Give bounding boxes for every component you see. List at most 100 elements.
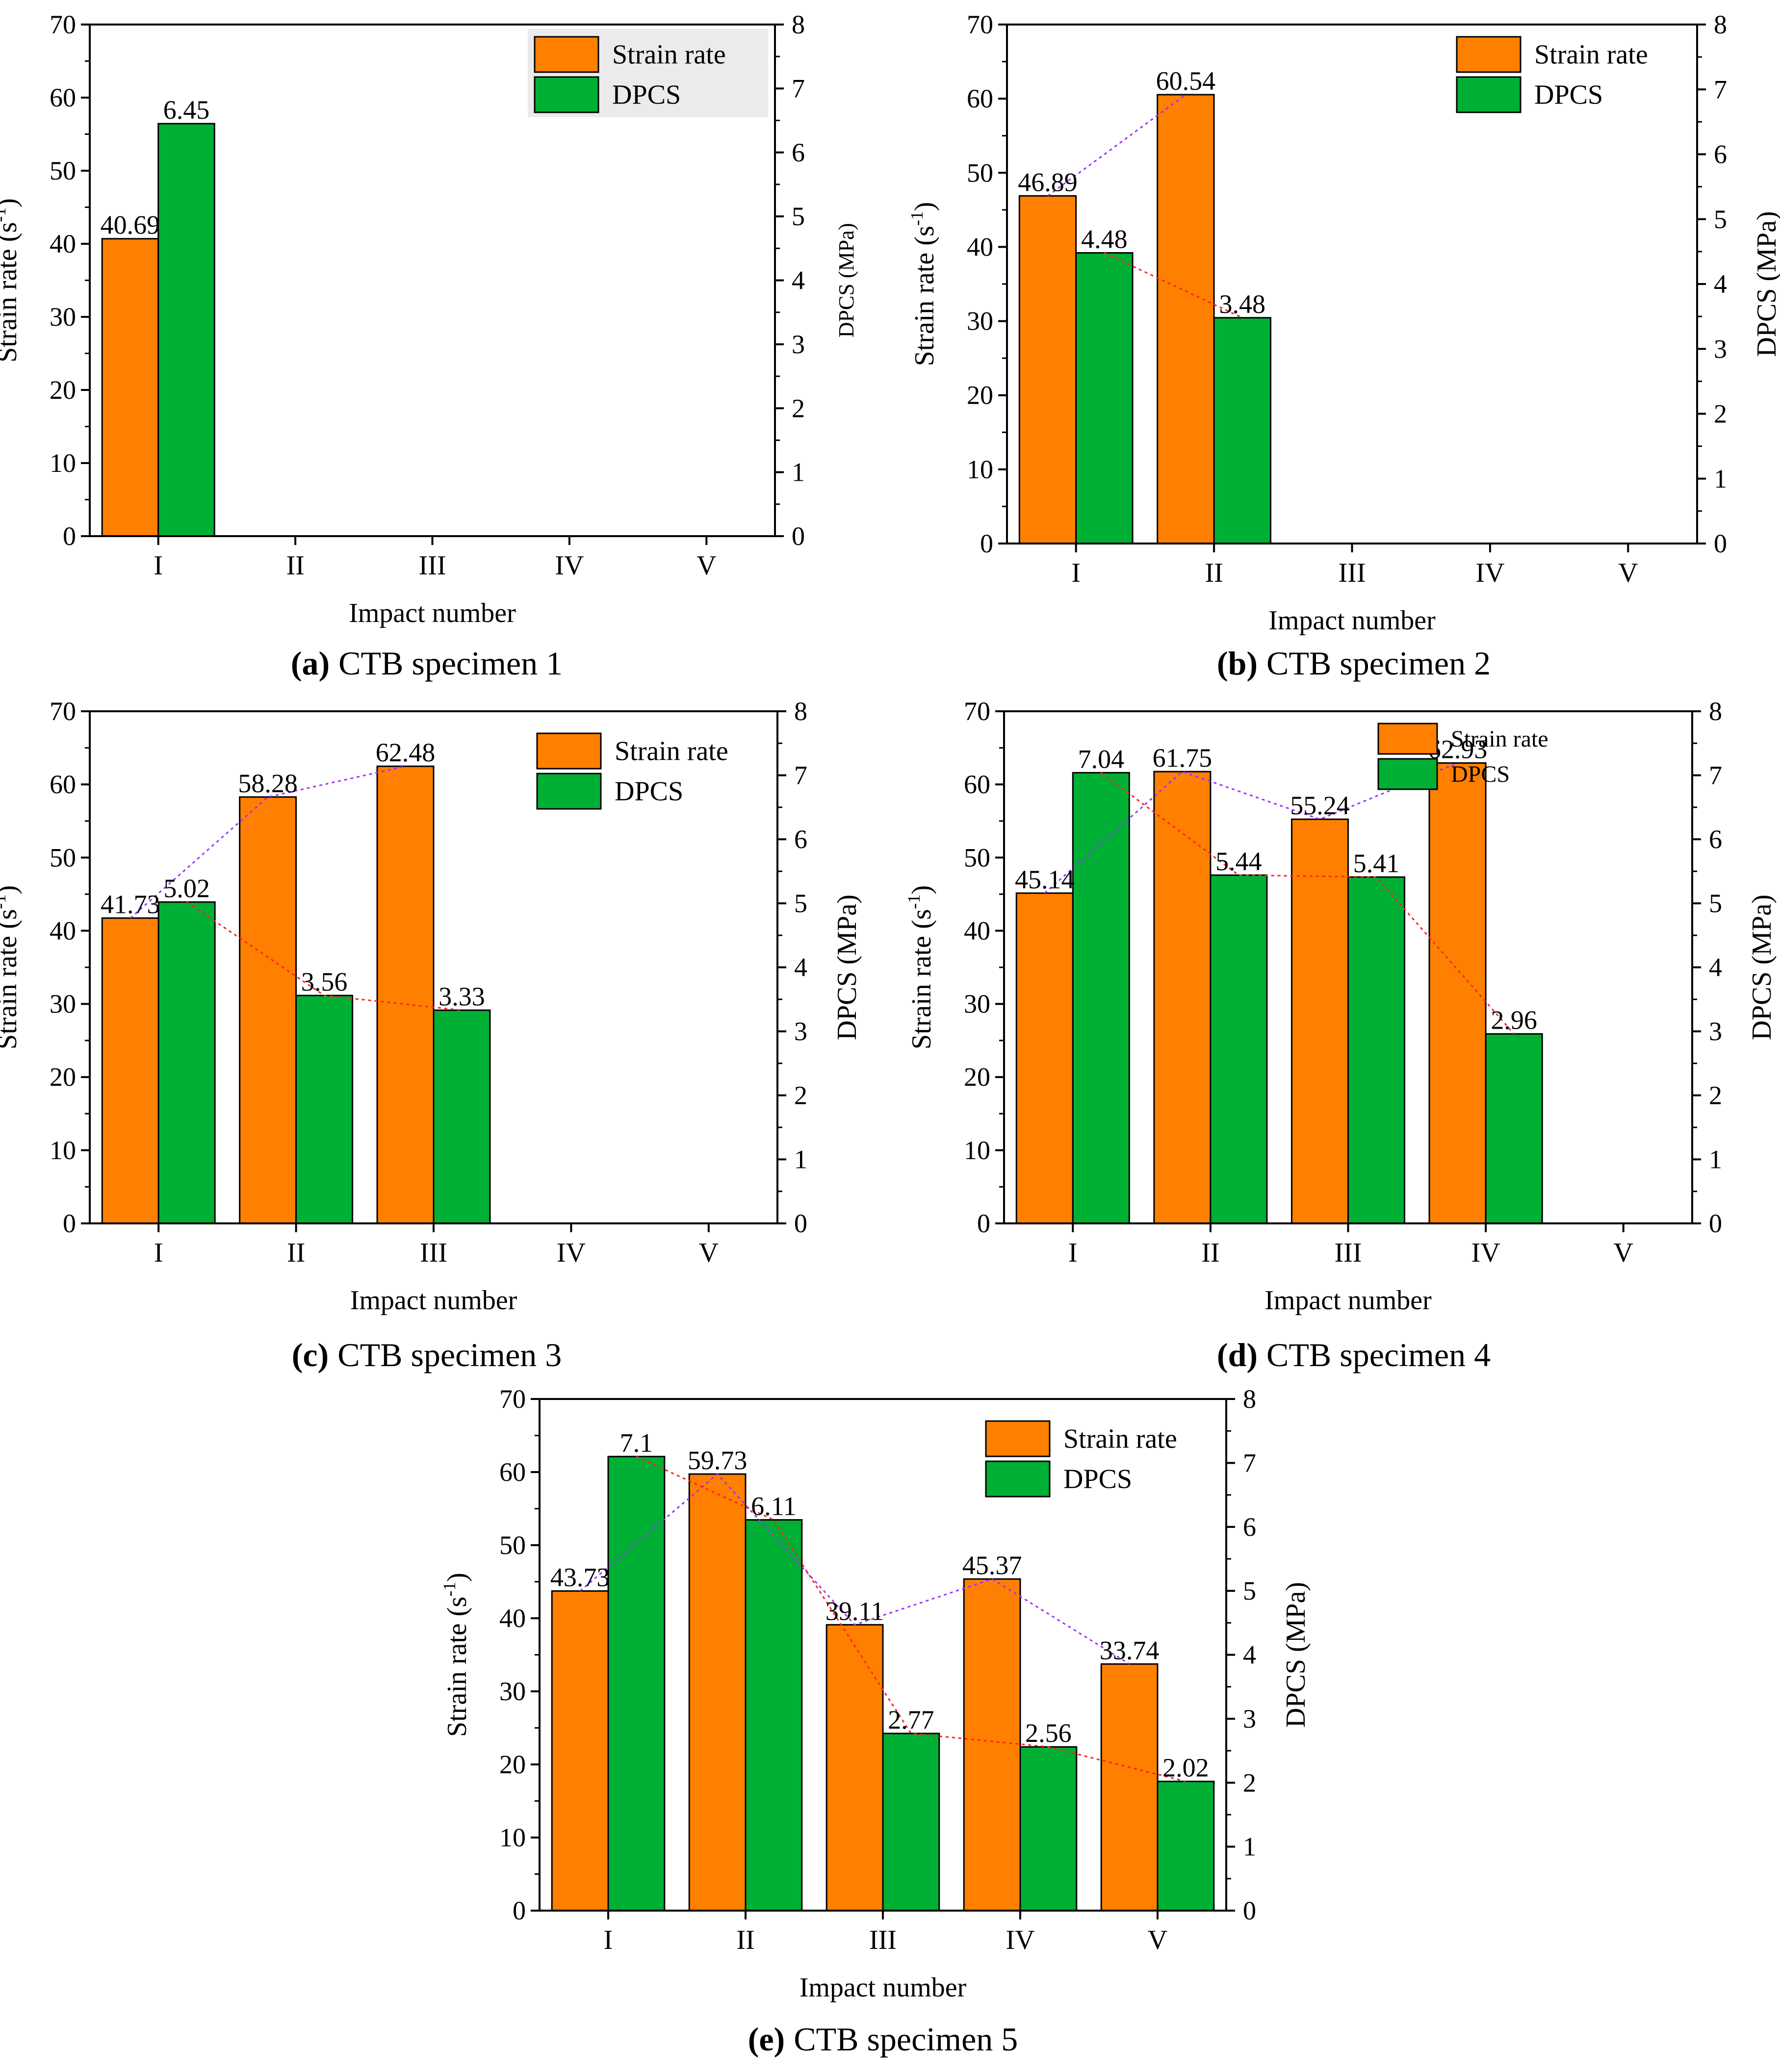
strain-rate-bar (963, 1578, 1021, 1912)
left-axis-tick-label: 20 (499, 1750, 526, 1779)
panel-caption-letter: (c) (292, 1336, 329, 1373)
left-axis-tick-label: 60 (50, 83, 76, 112)
dpcs-bar (157, 901, 216, 1224)
left-axis-tick-label: 50 (50, 156, 76, 185)
left-axis-tick-label: 0 (63, 1209, 76, 1238)
right-axis-tick-label: 7 (1709, 761, 1722, 790)
x-axis-tick-label: V (1618, 558, 1638, 588)
right-axis-tick-label: 1 (792, 458, 805, 487)
right-axis-tick-label: 2 (1709, 1081, 1722, 1110)
dpcs-bar (1157, 1781, 1215, 1912)
x-axis-tick-label: V (1613, 1238, 1633, 1268)
dpcs-bar (157, 123, 215, 537)
left-axis-tick-label: 10 (967, 455, 993, 484)
left-axis-title-main: Strain rate (s (906, 909, 937, 1049)
left-axis-tick-label: 40 (964, 916, 990, 945)
right-axis-tick-label: 7 (792, 74, 805, 103)
left-axis-title-main: Strain rate (s (0, 909, 23, 1049)
left-axis-title-main: Strain rate (s (909, 226, 940, 366)
strain-rate-data-label: 45.37 (962, 1551, 1022, 1580)
x-axis-tick-label: III (419, 550, 446, 581)
x-axis-title: Impact number (1264, 1285, 1432, 1316)
x-axis-tick-label: I (1071, 558, 1081, 588)
panel-caption-letter: (b) (1217, 645, 1258, 682)
dpcs-data-label: 3.56 (301, 967, 348, 996)
strain-rate-data-label: 59.73 (688, 1446, 748, 1475)
right-axis-tick-label: 4 (1709, 953, 1722, 982)
x-axis-tick-label: I (1068, 1238, 1078, 1268)
left-axis-tick-label: 0 (63, 521, 76, 551)
dpcs-data-label: 6.11 (751, 1491, 797, 1521)
left-axis-title-close: ) (442, 1573, 472, 1582)
right-axis-tick-label: 8 (794, 697, 807, 726)
right-axis-tick-label: 3 (1709, 1017, 1722, 1046)
strain-rate-bar (1153, 771, 1212, 1224)
x-axis-title: Impact number (1268, 605, 1436, 636)
left-axis-title-superscript: -1 (907, 211, 927, 226)
panel-caption: (a) CTB specimen 1 (291, 645, 563, 682)
left-axis-title-superscript: -1 (904, 894, 924, 909)
dpcs-bar (1213, 317, 1271, 544)
left-axis-tick-label: 40 (50, 916, 76, 945)
left-axis-tick-label: 50 (50, 843, 76, 872)
x-axis-tick-label: IV (1471, 1238, 1500, 1268)
legend-swatch-strain-rate (536, 732, 602, 770)
panel-caption-text: CTB specimen 3 (337, 1336, 562, 1373)
strain-rate-data-label: 46.89 (1018, 167, 1078, 197)
x-axis-tick-label: III (869, 1925, 897, 1955)
left-axis-title-main: Strain rate (s (442, 1597, 472, 1737)
x-axis-tick-label: II (1201, 1238, 1219, 1268)
dpcs-bar (745, 1519, 803, 1912)
right-axis-title: DPCS (MPa) (1281, 1582, 1311, 1728)
x-axis-tick-label: II (286, 550, 304, 581)
chart-panel-b: 46.89 60.54 4.48 3.48 0 10 20 30 40 50 60 70 0 1 2 3 4 5 6… (907, 10, 1780, 682)
legend-swatch-strain-rate (985, 1420, 1051, 1457)
right-axis-tick-label: 8 (1243, 1384, 1256, 1414)
x-axis-tick-label: V (697, 550, 716, 581)
left-axis-title: Strain rate (s-1) (904, 885, 937, 1050)
dpcs-data-label: 3.48 (1219, 289, 1266, 319)
dpcs-trend-line (1100, 772, 1515, 1035)
left-axis-tick-label: 50 (967, 158, 993, 187)
x-axis-tick-label: III (1335, 1238, 1362, 1268)
right-axis-tick-label: 8 (792, 10, 805, 39)
left-axis-tick-label: 70 (499, 1384, 526, 1414)
right-axis-tick-label: 4 (1714, 269, 1727, 299)
left-axis-tick-label: 20 (964, 1062, 990, 1092)
x-axis-tick-label: IV (1475, 558, 1504, 588)
strain-rate-bar (239, 796, 297, 1224)
dpcs-bar (433, 1009, 491, 1224)
dpcs-bar (882, 1733, 940, 1912)
left-axis-tick-label: 20 (50, 375, 76, 405)
left-axis-tick-label: 60 (964, 770, 990, 799)
legend-swatch-strain-rate (1456, 36, 1522, 73)
dpcs-data-label: 5.44 (1215, 847, 1262, 876)
dpcs-data-label: 4.48 (1081, 225, 1128, 254)
dpcs-data-label: 5.41 (1353, 849, 1400, 878)
right-axis-tick-label: 1 (1243, 1832, 1256, 1862)
dpcs-bar (295, 994, 354, 1224)
right-axis-tick-label: 8 (1709, 697, 1722, 726)
left-axis-title-close: ) (0, 885, 23, 895)
left-axis-tick-label: 50 (964, 843, 990, 872)
legend-label-dpcs: DPCS (615, 777, 683, 807)
right-axis-tick-label: 4 (1243, 1640, 1256, 1670)
left-axis-tick-label: 10 (50, 448, 76, 478)
x-axis-tick-label: III (420, 1238, 447, 1268)
strain-rate-bar (1428, 762, 1487, 1224)
right-axis-tick-label: 3 (1714, 334, 1727, 363)
left-axis-tick-label: 70 (50, 697, 76, 726)
strain-rate-bar (101, 238, 159, 537)
left-axis-title: Strain rate (s-1) (0, 885, 23, 1050)
panel-caption-text: CTB specimen 4 (1266, 1336, 1491, 1373)
strain-rate-data-label: 55.24 (1290, 791, 1350, 820)
dpcs-bar (607, 1455, 666, 1912)
left-axis-title-superscript: -1 (0, 207, 9, 222)
left-axis-tick-label: 0 (977, 1209, 990, 1238)
strain-rate-bar (688, 1473, 747, 1912)
left-axis-tick-label: 20 (50, 1062, 76, 1092)
right-axis-tick-label: 6 (792, 138, 805, 167)
right-axis-tick-label: 3 (794, 1017, 807, 1046)
dpcs-bar (1075, 252, 1134, 544)
